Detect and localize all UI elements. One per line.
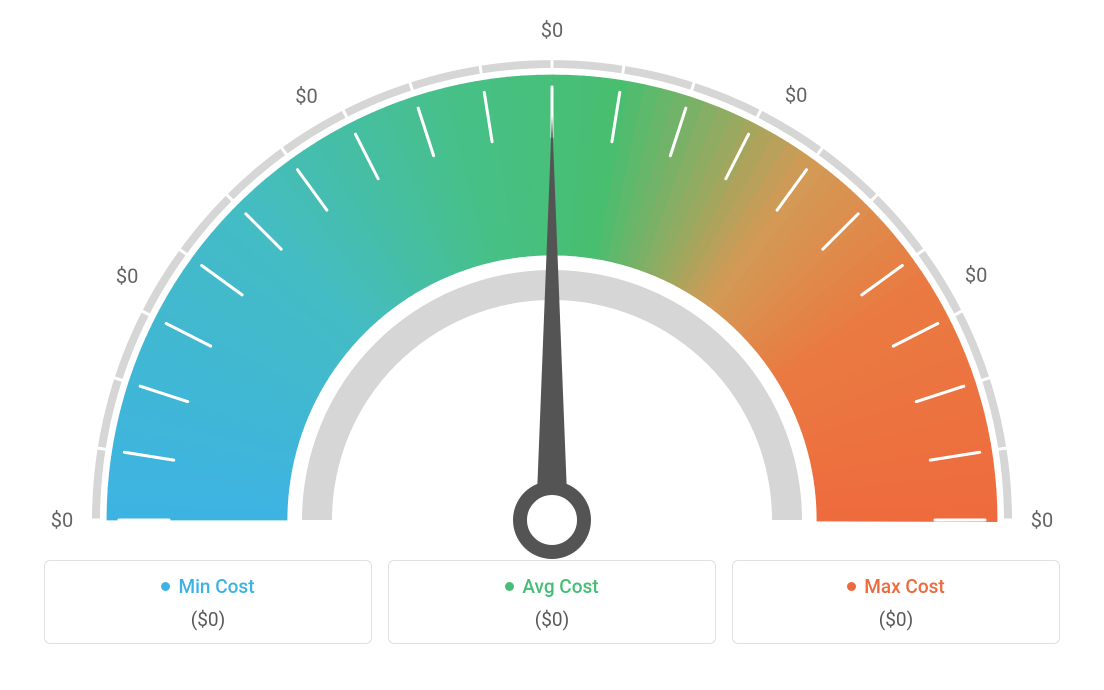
legend-card-max: Max Cost ($0) [732, 560, 1060, 644]
legend-value-min: ($0) [55, 608, 361, 631]
gauge-tick-label: $0 [785, 83, 807, 107]
gauge-tick-label: $0 [51, 508, 73, 532]
gauge-tick-label: $0 [965, 263, 987, 287]
gauge-svg [40, 20, 1064, 560]
legend-label-min: Min Cost [178, 575, 254, 598]
gauge-chart: $0 $0 $0 $0 $0 $0 $0 [40, 20, 1064, 560]
legend-card-min: Min Cost ($0) [44, 560, 372, 644]
legend-dot-avg [505, 582, 514, 591]
legend-card-avg: Avg Cost ($0) [388, 560, 716, 644]
legend-dot-max [847, 582, 856, 591]
legend-row: Min Cost ($0) Avg Cost ($0) Max Cost ($0… [40, 560, 1064, 644]
gauge-tick-label: $0 [541, 18, 563, 42]
legend-label-max: Max Cost [864, 575, 944, 598]
legend-value-max: ($0) [743, 608, 1049, 631]
legend-label-avg: Avg Cost [522, 575, 598, 598]
gauge-tick-label: $0 [1031, 508, 1053, 532]
gauge-tick-label: $0 [116, 264, 138, 288]
legend-dot-min [161, 582, 170, 591]
legend-value-avg: ($0) [399, 608, 705, 631]
gauge-tick-label: $0 [295, 84, 317, 108]
